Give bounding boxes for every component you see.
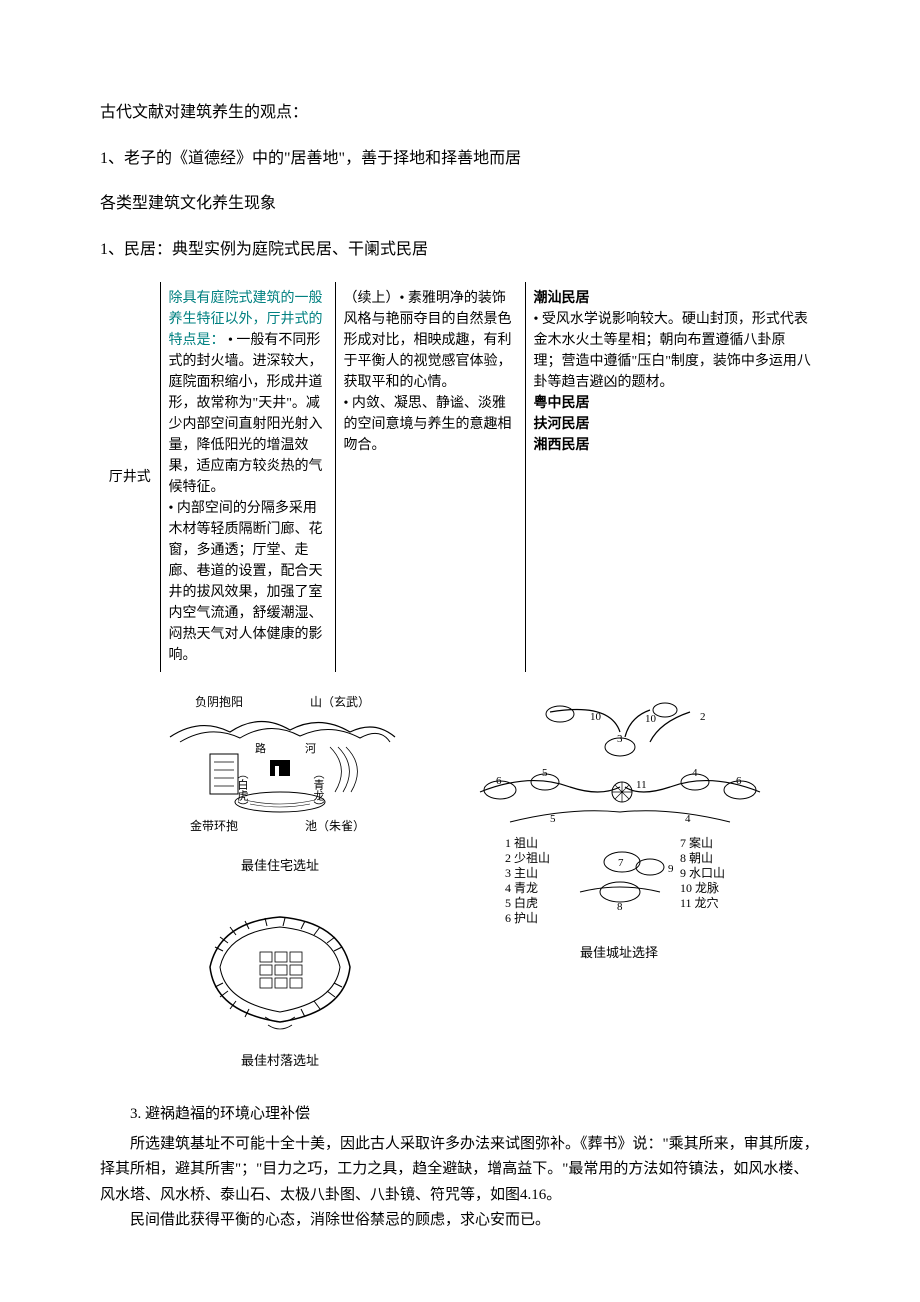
caption-residence: 最佳住宅选址	[241, 856, 319, 877]
n5b: 5	[550, 813, 556, 825]
n10a: 10	[590, 711, 602, 723]
ring-hatch-top	[215, 918, 342, 951]
diagrams-row: 负阴抱阳 山（玄武） 路 （白虎） 河 （青龙） 金带环抱 池（朱雀）	[100, 692, 820, 1072]
legend-left: 1 祖山 2 少祖山 3 主山 4 青龙 5 白虎 6 护山	[505, 835, 550, 925]
outer-ring	[210, 917, 350, 1022]
pond-waves	[245, 800, 315, 807]
chaoshan-body: • 受风水学说影响较大。硬山封顶，形式代表金木水火土等星相；朝向布置遵循八卦原理…	[534, 312, 811, 390]
city-cross	[612, 782, 632, 802]
n2: 2	[700, 711, 706, 723]
n10b: 10	[645, 713, 657, 725]
svg-text:5 白虎: 5 白虎	[505, 895, 538, 910]
n6r: 6	[736, 775, 742, 787]
m1b	[653, 703, 677, 717]
n3: 3	[617, 733, 623, 745]
features-continued: （续上）• 素雅明净的装饰风格与艳丽夺目的自然景色形成对比，相映成趣，有利于平衡…	[344, 291, 512, 453]
label-lu: 路	[255, 742, 266, 755]
svg-text:1 祖山: 1 祖山	[505, 835, 538, 850]
village-site-svg	[190, 897, 370, 1047]
legend-right: 7 案山 8 朝山 9 水口山 10 龙脉 11 龙穴	[680, 835, 725, 910]
m8	[600, 882, 640, 902]
tingjing-table: 厅井式 除具有庭院式建筑的一般养生特征以外，厅井式的特点是： • 一般有不同形式…	[100, 282, 820, 672]
cell-regional: 潮汕民居 • 受风水学说影响较大。硬山封顶，形式代表金木水火土等星相；朝向布置遵…	[525, 282, 820, 672]
n6l: 6	[496, 775, 502, 787]
house-rect	[270, 760, 290, 776]
heading-building-culture: 各类型建筑文化养生现象	[100, 191, 820, 217]
para-compensation-1: 所选建筑基址不可能十全十美，因此古人采取许多办法来试图弥补。《葬书》说："乘其所…	[100, 1132, 820, 1209]
tingjing-table-wrap: 厅井式 除具有庭院式建筑的一般养生特征以外，厅井式的特点是： • 一般有不同形式…	[100, 282, 820, 672]
heading-ancient-texts: 古代文献对建筑养生的观点：	[100, 100, 820, 126]
caption-village: 最佳村落选址	[241, 1051, 319, 1072]
n4r: 4	[692, 767, 698, 779]
svg-text:6 护山: 6 护山	[505, 911, 538, 925]
city-site-svg: 10 10 2 3 6 5 4 6 11 5 4	[450, 692, 770, 972]
svg-text:3 主山: 3 主山	[505, 866, 538, 880]
mountain-line-2	[180, 729, 390, 743]
svg-text:11 龙穴: 11 龙穴	[680, 895, 719, 910]
n8: 8	[617, 901, 623, 913]
n5l: 5	[542, 767, 548, 779]
vein-1	[550, 710, 620, 733]
inner-ring	[220, 927, 340, 1012]
diagram-residence-site: 负阴抱阳 山（玄武） 路 （白虎） 河 （青龙） 金带环抱 池（朱雀）	[150, 692, 410, 877]
lower-curve	[510, 811, 730, 822]
section-3-title: 3. 避祸趋福的环境心理补偿	[100, 1102, 820, 1126]
label-jindai: 金带环抱	[190, 818, 238, 833]
yuezhong-label: 粤中民居	[534, 396, 590, 411]
residence-site-svg: 负阴抱阳 山（玄武） 路 （白虎） 河 （青龙） 金带环抱 池（朱雀）	[150, 692, 410, 852]
m7b	[636, 859, 664, 875]
svg-text:2 少祖山: 2 少祖山	[505, 850, 550, 865]
label-chi: 池（朱雀）	[305, 819, 365, 833]
village-grid	[260, 952, 302, 988]
cell-features-1: 除具有庭院式建筑的一般养生特征以外，厅井式的特点是： • 一般有不同形式的封火墙…	[160, 282, 335, 672]
para-compensation-2: 民间借此获得平衡的心态，消除世俗禁忌的顾虑，求心安而已。	[100, 1208, 820, 1234]
svg-text:7 案山: 7 案山	[680, 835, 713, 850]
road-rect	[210, 754, 238, 794]
point-laozi: 1、老子的《道德经》中的"居善地"，善于择地和择善地而居	[100, 146, 820, 172]
river-waves	[330, 747, 357, 792]
village-water	[265, 1017, 295, 1029]
m1	[546, 706, 574, 722]
cell-features-2: （续上）• 素雅明净的装饰风格与艳丽夺目的自然景色形成对比，相映成趣，有利于平衡…	[335, 282, 525, 672]
n11: 11	[636, 779, 647, 791]
n4b: 4	[685, 813, 691, 825]
house-door	[275, 766, 279, 776]
xiangxi-label: 湘西民居	[534, 438, 590, 453]
road-hatch	[214, 762, 234, 786]
n9: 9	[668, 863, 674, 875]
label-shan: 山（玄武）	[310, 694, 370, 709]
features-body: • 一般有不同形式的封火墙。进深较大，庭院面积缩小，形成井道形，故常称为"天井"…	[169, 333, 323, 663]
n7: 7	[618, 857, 624, 869]
point-minju: 1、民居：典型实例为庭院式民居、干阑式民居	[100, 237, 820, 263]
diagram-left-column: 负阴抱阳 山（玄武） 路 （白虎） 河 （青龙） 金带环抱 池（朱雀）	[150, 692, 410, 1072]
m8-curve	[580, 887, 660, 892]
cell-type-label: 厅井式	[100, 282, 160, 672]
svg-text:8 朝山: 8 朝山	[680, 851, 713, 865]
svg-text:4 青龙: 4 青龙	[505, 881, 538, 895]
diagram-city-site: 10 10 2 3 6 5 4 6 11 5 4	[450, 692, 770, 1072]
chaoshan-title: 潮汕民居	[534, 291, 590, 306]
label-fuyin: 负阴抱阳	[195, 694, 243, 709]
diagram-village-site: 最佳村落选址	[190, 897, 370, 1072]
fuhe-label: 扶河民居	[534, 417, 590, 432]
label-he: 河	[305, 742, 316, 755]
svg-text:10 龙脉: 10 龙脉	[680, 880, 719, 895]
table-row: 厅井式 除具有庭院式建筑的一般养生特征以外，厅井式的特点是： • 一般有不同形式…	[100, 282, 820, 672]
caption-city: 最佳城址选择	[580, 945, 658, 960]
svg-text:9 水口山: 9 水口山	[680, 866, 725, 880]
